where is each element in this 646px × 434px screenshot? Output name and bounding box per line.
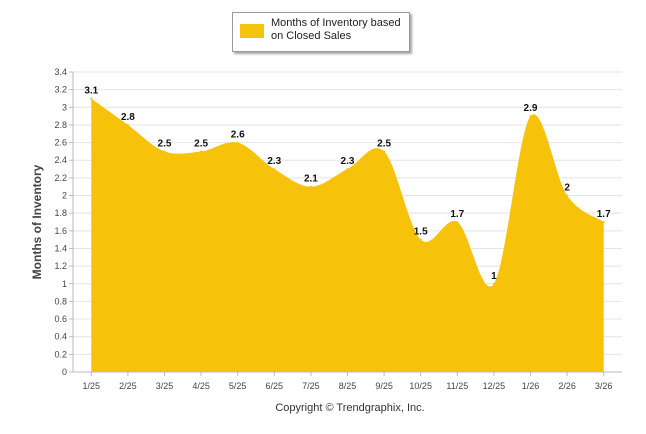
data-point [200, 150, 203, 153]
x-tick-label: 4/25 [192, 381, 210, 391]
x-tick-label: 6/25 [266, 381, 284, 391]
y-tick-label: 0.4 [54, 332, 67, 342]
x-tick-label: 3/26 [595, 381, 613, 391]
data-point [529, 115, 532, 118]
chart: 0 0.2 0.4 0.6 0.8 1 1.2 1.4 1.6 1.8 2 2.2 2.4 2.6 2.8 3… [30, 67, 622, 391]
data-point [492, 282, 495, 285]
data-label: 1.5 [414, 227, 428, 238]
x-tick-label: 7/25 [302, 381, 320, 391]
data-point [90, 97, 93, 100]
x-tick-label: 1/25 [83, 381, 101, 391]
data-label: 3.1 [84, 85, 98, 96]
y-tick-label: 1.8 [54, 208, 67, 218]
y-tick-label: 1.4 [54, 243, 67, 253]
y-tick-label: 2.2 [54, 173, 67, 183]
y-tick-label: 1.6 [54, 226, 67, 236]
y-tick-label: 3.4 [54, 67, 67, 77]
y-axis-label: Months of Inventory [30, 164, 44, 279]
y-tick-label: 3 [62, 102, 67, 112]
x-tick-label: 11/25 [446, 381, 468, 391]
y-tick-label: 2 [62, 191, 67, 201]
y-tick-label: 2.6 [54, 138, 67, 148]
x-tick-label: 8/25 [339, 381, 357, 391]
data-label: 2.3 [267, 156, 281, 167]
data-label: 2.8 [121, 112, 135, 123]
legend-swatch [240, 24, 264, 38]
data-point [419, 238, 422, 241]
x-tick-label: 5/25 [229, 381, 247, 391]
data-point [309, 185, 312, 188]
data-point [346, 168, 349, 171]
area-series [91, 98, 604, 373]
y-tick-label: 2.8 [54, 120, 67, 130]
y-tick-label: 0.6 [54, 314, 67, 324]
x-tick-label: 12/25 [483, 381, 506, 391]
legend-label: Months of Inventory based on Closed Sale… [271, 17, 401, 42]
x-tick-label: 2/26 [558, 381, 576, 391]
data-point [273, 168, 276, 171]
data-point [602, 221, 605, 223]
data-label: 1.7 [597, 209, 611, 220]
y-tick-label: 3.2 [54, 85, 67, 95]
data-point [383, 150, 386, 153]
data-label: 2.5 [377, 138, 391, 149]
data-label: 2.3 [341, 156, 355, 167]
x-tick-label: 10/25 [409, 381, 432, 391]
y-tick-label: 1 [62, 279, 67, 289]
data-label: 1 [491, 271, 497, 282]
data-label: 2.6 [231, 130, 245, 141]
data-point [163, 150, 166, 153]
data-point [126, 123, 129, 126]
data-label: 2.5 [158, 138, 172, 149]
y-tick-label: 0.2 [54, 349, 67, 359]
legend: Months of Inventory based on Closed Sale… [232, 12, 410, 52]
x-tick-label: 3/25 [156, 381, 174, 391]
data-label: 1.7 [450, 209, 464, 220]
y-tick-label: 1.2 [54, 261, 67, 271]
x-tick-label: 9/25 [375, 381, 393, 391]
y-tick-label: 2.4 [54, 155, 67, 165]
data-point [236, 141, 239, 144]
y-tick-label: 0.8 [54, 296, 67, 306]
x-tick-label: 1/26 [522, 381, 540, 391]
data-label: 2.5 [194, 138, 208, 149]
data-point [566, 194, 569, 197]
data-label: 2.9 [524, 103, 538, 114]
x-tick-label: 2/25 [119, 381, 137, 391]
data-point [456, 221, 459, 223]
copyright-text: Copyright © Trendgraphix, Inc. [275, 402, 425, 414]
data-label: 2.1 [304, 174, 318, 185]
y-tick-label: 0 [62, 367, 67, 377]
data-label: 2 [564, 183, 570, 194]
